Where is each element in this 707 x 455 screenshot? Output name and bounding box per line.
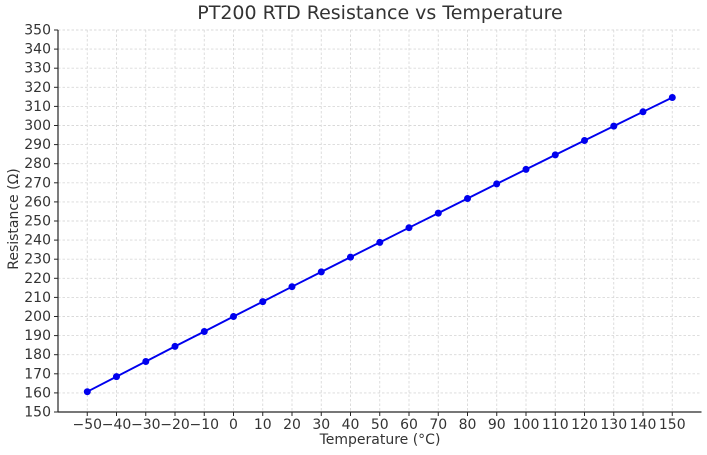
y-tick-label-350: 350 (24, 23, 51, 39)
data-point-10 (259, 298, 267, 306)
x-tick-label-50: 50 (371, 417, 389, 433)
x-tick-label-20: 20 (283, 417, 301, 433)
y-tick-label-220: 220 (24, 271, 51, 287)
y-tick-label-270: 270 (24, 175, 51, 191)
y-tick-label-180: 180 (24, 347, 51, 363)
x-tick-label-120: 120 (571, 417, 598, 433)
x-tick-label-40: 40 (342, 417, 360, 433)
data-point-30 (317, 268, 325, 276)
y-tick-label-150: 150 (24, 405, 51, 421)
data-point--30 (142, 358, 150, 365)
data-point-0 (230, 313, 237, 320)
y-tick-label-210: 210 (24, 290, 51, 306)
data-point-120 (581, 137, 588, 144)
data-point-60 (405, 224, 413, 232)
x-tick-label-0: 0 (229, 417, 238, 433)
x-tick-label-150: 150 (659, 417, 686, 433)
x-tick-label-80: 80 (459, 417, 477, 433)
x-tick-label--50: −50 (72, 417, 102, 433)
y-tick-label-260: 260 (24, 194, 51, 210)
data-point-130 (610, 122, 618, 130)
y-tick-label-240: 240 (24, 233, 51, 249)
x-tick-label-10: 10 (254, 417, 272, 433)
x-tick-label--20: −20 (160, 417, 190, 433)
y-tick-label-170: 170 (24, 366, 51, 382)
x-tick-label-130: 130 (600, 417, 627, 433)
y-tick-label-290: 290 (24, 137, 51, 153)
data-point-70 (434, 209, 442, 217)
data-point--40 (113, 373, 120, 381)
x-tick-label-100: 100 (513, 417, 540, 433)
y-tick-label-200: 200 (24, 309, 51, 325)
data-point-40 (347, 253, 354, 261)
y-tick-label-160: 160 (24, 385, 51, 401)
data-point-80 (464, 195, 471, 202)
y-tick-label-300: 300 (24, 118, 51, 134)
data-point-110 (551, 151, 559, 159)
data-point-50 (376, 238, 384, 246)
data-point--20 (171, 342, 179, 350)
y-tick-label-280: 280 (24, 156, 51, 172)
x-tick-label-30: 30 (312, 417, 330, 433)
x-tick-label-90: 90 (488, 417, 506, 433)
x-tick-label-60: 60 (400, 417, 418, 433)
x-tick-label-70: 70 (429, 417, 447, 433)
y-tick-label-230: 230 (24, 252, 51, 268)
y-tick-label-320: 320 (24, 80, 51, 96)
y-tick-label-340: 340 (24, 42, 51, 58)
data-point-150 (668, 94, 676, 101)
data-point-100 (522, 165, 530, 173)
x-axis-label: Temperature (°C) (319, 432, 441, 448)
x-tick-label--40: −40 (102, 417, 132, 433)
data-point-20 (288, 283, 296, 291)
x-tick-label--10: −10 (189, 417, 219, 433)
data-point-90 (493, 180, 501, 188)
chart-title: PT200 RTD Resistance vs Temperature (197, 2, 563, 24)
y-tick-label-190: 190 (24, 328, 51, 344)
data-point--50 (83, 388, 91, 396)
y-tick-label-310: 310 (24, 99, 51, 115)
x-tick-label--30: −30 (131, 417, 161, 433)
x-tick-label-110: 110 (542, 417, 569, 433)
y-tick-label-250: 250 (24, 214, 51, 230)
y-tick-label-330: 330 (24, 61, 51, 77)
data-point--10 (200, 328, 208, 335)
data-point-140 (639, 108, 647, 116)
x-tick-label-140: 140 (630, 417, 657, 433)
